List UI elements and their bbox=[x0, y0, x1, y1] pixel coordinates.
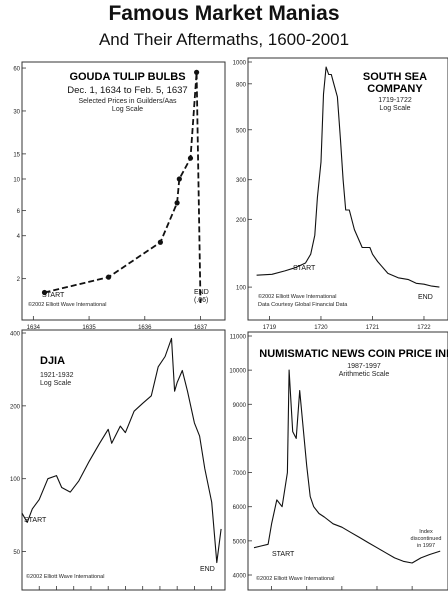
tulip-frame bbox=[21, 61, 226, 321]
tulip-ytick-label: 4 bbox=[17, 234, 21, 240]
southsea-start-label: START bbox=[293, 265, 316, 272]
southsea-note-2: Log Scale bbox=[379, 105, 410, 112]
southsea-ytick-label: 1000 bbox=[233, 61, 247, 67]
southsea-ytick-label: 200 bbox=[236, 218, 247, 224]
southsea-chart: 100 200 300 500 800 1000 1719 1720 1721 1722 SOUTH… bbox=[233, 57, 448, 331]
coin-index-note-3: in 1997 bbox=[417, 543, 435, 549]
tulip-end-label: END bbox=[194, 289, 209, 296]
tulip-data-point bbox=[187, 155, 194, 161]
djia-title: DJIA bbox=[40, 355, 65, 367]
southsea-series-line bbox=[256, 66, 440, 288]
coin-ytick-label: 4000 bbox=[233, 574, 247, 580]
southsea-source: Data Courtesy Global Financial Data bbox=[258, 302, 348, 308]
djia-start-label: START bbox=[24, 517, 47, 524]
southsea-ytick-label: 100 bbox=[236, 286, 247, 292]
djia-ytick-label: 100 bbox=[10, 477, 21, 483]
djia-chart: 5010020040019211922192319241925192619271… bbox=[10, 329, 226, 591]
djia-end-label: END bbox=[200, 566, 215, 573]
southsea-xtick-label: 1721 bbox=[366, 325, 380, 331]
coin-ytick-label: 11000 bbox=[230, 335, 247, 341]
coin-frame bbox=[247, 331, 448, 591]
coin-ytick-label: 6000 bbox=[233, 505, 247, 511]
coin-ytick-label: 9000 bbox=[233, 403, 247, 409]
coin-index-note-2: discontinued bbox=[411, 536, 442, 542]
southsea-xtick-label: 1722 bbox=[417, 325, 431, 331]
djia-frame bbox=[21, 329, 226, 591]
djia-subtitle: 1921-1932 bbox=[40, 372, 74, 379]
tulip-xtick-label: 1635 bbox=[82, 325, 96, 331]
southsea-note-1: 1719-1722 bbox=[378, 97, 412, 104]
page-title: Famous Market Manias bbox=[108, 2, 340, 25]
tulip-ytick-label: 10 bbox=[13, 177, 20, 183]
southsea-xtick-label: 1720 bbox=[314, 325, 328, 331]
tulip-note-2: Log Scale bbox=[112, 106, 143, 113]
tulip-xtick-label: 1636 bbox=[138, 325, 152, 331]
tulip-data-point bbox=[194, 69, 200, 75]
southsea-xtick-label: 1719 bbox=[263, 325, 277, 331]
djia-note: Log Scale bbox=[40, 380, 71, 387]
coin-ytick-label: 10000 bbox=[229, 369, 246, 375]
tulip-ytick-label: 2 bbox=[17, 277, 21, 283]
djia-copyright: ©2002 Elliott Wave International bbox=[26, 573, 104, 580]
southsea-frame bbox=[247, 57, 448, 321]
tulip-data-point bbox=[157, 239, 163, 245]
tulip-title: GOUDA TULIP BULBS bbox=[69, 71, 185, 83]
southsea-ytick-label: 300 bbox=[236, 178, 247, 184]
tulip-end-value-label: (.06) bbox=[194, 297, 208, 304]
tulip-data-point bbox=[174, 200, 180, 206]
southsea-end-label: END bbox=[418, 294, 433, 301]
coin-note: Arithmetic Scale bbox=[339, 371, 390, 378]
coin-copyright: ©2002 Elliott Wave International bbox=[256, 575, 334, 582]
tulip-series-line bbox=[44, 72, 202, 304]
tulip-xtick-label: 1634 bbox=[27, 325, 41, 331]
page-subtitle: And Their Aftermaths, 1600-2001 bbox=[98, 30, 350, 49]
tulip-note-1: Selected Prices in Guilders/Aas bbox=[78, 98, 177, 105]
tulip-data-point bbox=[176, 176, 182, 182]
djia-series-line bbox=[21, 337, 222, 564]
southsea-title: SOUTH SEA bbox=[363, 71, 427, 83]
southsea-title-2: COMPANY bbox=[367, 83, 423, 95]
tulip-subtitle: Dec. 1, 1634 to Feb. 5, 1637 bbox=[67, 85, 187, 96]
djia-ytick-label: 200 bbox=[10, 404, 21, 410]
tulip-copyright: ©2002 Elliott Wave International bbox=[28, 301, 106, 308]
tulip-ytick-label: 60 bbox=[13, 67, 20, 73]
southsea-ytick-label: 800 bbox=[236, 82, 247, 88]
coin-ytick-label: 5000 bbox=[233, 539, 247, 545]
tulip-start-label: START bbox=[42, 292, 65, 299]
coin-series-line bbox=[253, 369, 441, 564]
coin-ytick-label: 8000 bbox=[233, 437, 247, 443]
djia-ytick-label: 400 bbox=[10, 332, 21, 338]
tulip-chart: 2 4 6 10 15 30 60 1634 1635 1636 1637 GOUDA TULIP B… bbox=[13, 61, 226, 331]
coin-ytick-label: 7000 bbox=[233, 471, 247, 477]
southsea-copyright: ©2002 Elliott Wave International bbox=[258, 293, 336, 300]
coin-subtitle: 1987-1997 bbox=[347, 363, 381, 370]
tulip-ytick-label: 15 bbox=[13, 152, 20, 158]
tulip-data-point bbox=[105, 274, 112, 280]
coin-chart: 4000500060007000800090001000011000198819… bbox=[229, 331, 448, 591]
djia-ytick-label: 50 bbox=[13, 550, 20, 556]
tulip-xtick-label: 1637 bbox=[194, 325, 208, 331]
tulip-ytick-label: 30 bbox=[13, 109, 20, 115]
tulip-data-point bbox=[41, 289, 48, 296]
tulip-ytick-label: 6 bbox=[17, 209, 21, 215]
southsea-ytick-label: 500 bbox=[236, 128, 247, 134]
coin-index-note-1: Index bbox=[419, 529, 433, 535]
coin-title: NUMISMATIC NEWS COIN PRICE INDEX bbox=[259, 348, 448, 360]
coin-start-label: START bbox=[272, 551, 295, 558]
